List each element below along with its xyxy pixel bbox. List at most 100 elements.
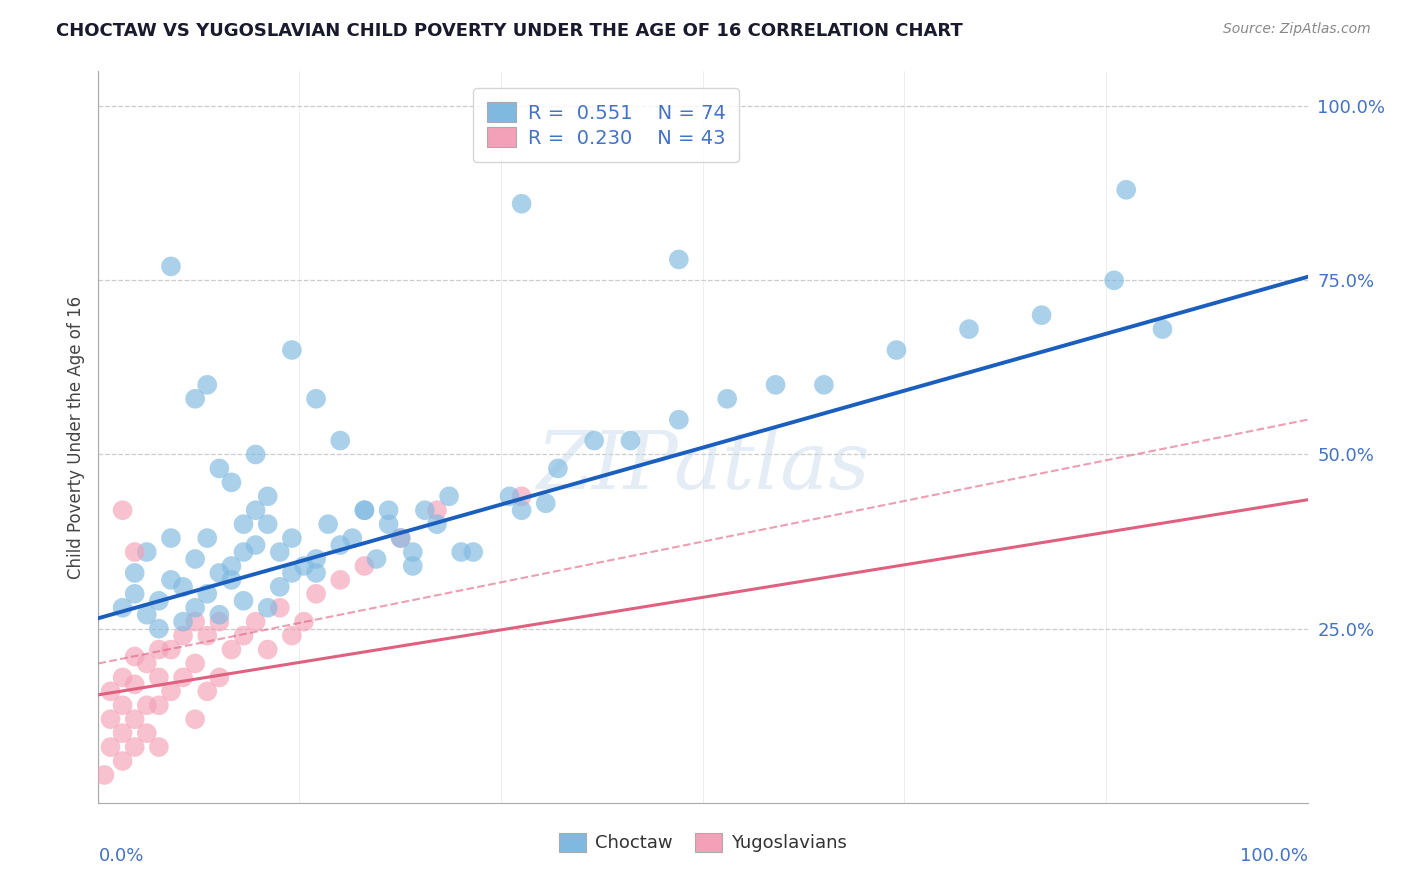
Point xyxy=(124,677,146,691)
Point xyxy=(305,587,328,601)
Point xyxy=(534,496,557,510)
Point xyxy=(148,642,170,657)
Point xyxy=(305,392,328,406)
Point xyxy=(195,629,218,643)
Point xyxy=(195,684,218,698)
Point xyxy=(342,531,364,545)
Point xyxy=(111,698,134,713)
Point xyxy=(135,657,157,671)
Point xyxy=(353,503,375,517)
Point xyxy=(329,434,352,448)
Point xyxy=(510,196,533,211)
Point xyxy=(269,600,291,615)
Point xyxy=(111,754,134,768)
Point xyxy=(208,615,231,629)
Point xyxy=(281,531,304,545)
Point xyxy=(1031,308,1053,322)
Point xyxy=(510,503,533,517)
Point xyxy=(160,260,183,274)
Y-axis label: Child Poverty Under the Age of 16: Child Poverty Under the Age of 16 xyxy=(66,295,84,579)
Point xyxy=(402,545,425,559)
Point xyxy=(160,573,183,587)
Point xyxy=(281,343,304,357)
Point xyxy=(124,566,146,580)
Point xyxy=(184,392,207,406)
Point xyxy=(124,740,146,755)
Point xyxy=(353,558,375,573)
Point xyxy=(281,629,304,643)
Point xyxy=(184,657,207,671)
Point xyxy=(668,252,690,267)
Point xyxy=(208,670,231,684)
Point xyxy=(208,566,231,580)
Point xyxy=(437,489,460,503)
Point xyxy=(256,517,278,532)
Point xyxy=(1102,273,1125,287)
Point xyxy=(498,489,520,503)
Point xyxy=(377,503,399,517)
Point xyxy=(184,712,207,726)
Point xyxy=(402,558,425,573)
Point xyxy=(256,600,278,615)
Text: 0.0%: 0.0% xyxy=(98,847,143,864)
Point xyxy=(232,545,254,559)
Point xyxy=(292,558,315,573)
Point xyxy=(450,545,472,559)
Legend: Choctaw, Yugoslavians: Choctaw, Yugoslavians xyxy=(553,826,853,860)
Point xyxy=(111,503,134,517)
Point xyxy=(221,475,243,490)
Text: CHOCTAW VS YUGOSLAVIAN CHILD POVERTY UNDER THE AGE OF 16 CORRELATION CHART: CHOCTAW VS YUGOSLAVIAN CHILD POVERTY UND… xyxy=(56,22,963,40)
Text: ZIPatlas: ZIPatlas xyxy=(536,427,870,505)
Point xyxy=(426,503,449,517)
Point xyxy=(245,503,267,517)
Point xyxy=(305,566,328,580)
Point xyxy=(135,698,157,713)
Point xyxy=(208,461,231,475)
Point xyxy=(148,622,170,636)
Point xyxy=(172,629,194,643)
Point xyxy=(148,594,170,608)
Text: 100.0%: 100.0% xyxy=(1240,847,1308,864)
Point xyxy=(366,552,388,566)
Point xyxy=(765,377,787,392)
Point xyxy=(957,322,980,336)
Point xyxy=(583,434,606,448)
Point xyxy=(111,726,134,740)
Point xyxy=(111,670,134,684)
Point xyxy=(510,489,533,503)
Point xyxy=(184,552,207,566)
Point xyxy=(160,642,183,657)
Point xyxy=(124,649,146,664)
Point xyxy=(269,545,291,559)
Point xyxy=(463,545,485,559)
Point xyxy=(245,538,267,552)
Point xyxy=(124,545,146,559)
Point xyxy=(619,434,641,448)
Point xyxy=(329,538,352,552)
Point xyxy=(221,642,243,657)
Point xyxy=(124,587,146,601)
Point xyxy=(160,531,183,545)
Point xyxy=(160,684,183,698)
Point xyxy=(195,531,218,545)
Point xyxy=(426,517,449,532)
Point xyxy=(377,517,399,532)
Point xyxy=(221,558,243,573)
Point xyxy=(316,517,339,532)
Point xyxy=(111,600,134,615)
Point xyxy=(1152,322,1174,336)
Point xyxy=(389,531,412,545)
Point xyxy=(135,726,157,740)
Point xyxy=(329,573,352,587)
Point xyxy=(184,600,207,615)
Point xyxy=(148,740,170,755)
Point xyxy=(221,573,243,587)
Point xyxy=(413,503,436,517)
Point xyxy=(100,684,122,698)
Point xyxy=(1115,183,1137,197)
Point xyxy=(353,503,375,517)
Point xyxy=(256,489,278,503)
Point xyxy=(547,461,569,475)
Point xyxy=(256,642,278,657)
Point xyxy=(245,448,267,462)
